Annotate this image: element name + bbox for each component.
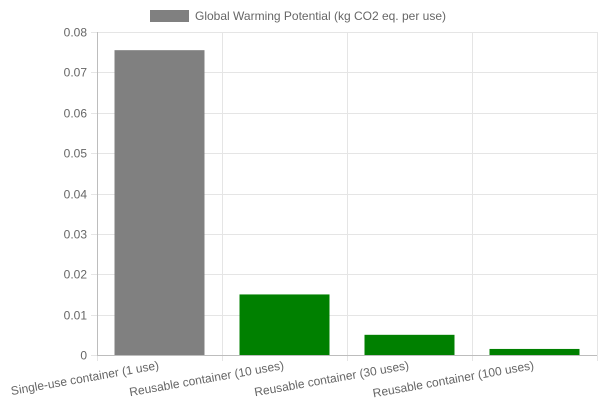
y-tick-label: 0.06: [64, 107, 88, 121]
y-tick-label: 0.05: [64, 147, 88, 161]
legend-label: Global Warming Potential (kg CO2 eq. per…: [195, 9, 446, 23]
axes: [97, 32, 597, 356]
y-tick-label: 0.03: [64, 228, 88, 242]
y-axis-tick-labels: 0 0.01 0.02 0.03 0.04 0.05 0.06 0.07 0.08: [64, 26, 88, 363]
legend: Global Warming Potential (kg CO2 eq. per…: [150, 9, 446, 23]
bar: [489, 348, 580, 355]
bar: [239, 294, 330, 355]
bars: [114, 50, 580, 355]
y-tick-label: 0.04: [64, 188, 88, 202]
x-axis-tick-labels: Single-use container (1 use)Reusable con…: [10, 358, 535, 400]
legend-swatch: [150, 10, 189, 22]
y-tick-label: 0.08: [64, 26, 88, 40]
y-tick-label: 0.01: [64, 309, 88, 323]
y-tick-label: 0: [80, 349, 87, 363]
bar: [114, 50, 205, 355]
y-tick-label: 0.02: [64, 268, 88, 282]
bar: [364, 334, 455, 355]
y-tick-label: 0.07: [64, 66, 88, 80]
